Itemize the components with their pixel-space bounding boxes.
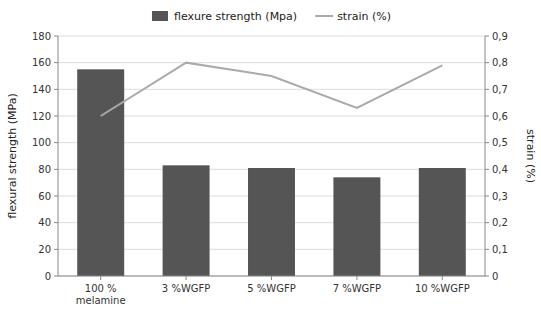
legend-swatch — [152, 11, 168, 21]
y2-axis-title: strain (%) — [524, 129, 537, 183]
y-tick-label: 120 — [32, 111, 51, 122]
x-tick-label: 7 %WGFP — [333, 283, 381, 294]
y-tick-label: 100 — [32, 137, 51, 148]
y-tick-label: 140 — [32, 84, 51, 95]
legend-label: flexure strength (Mpa) — [174, 10, 297, 23]
y-tick — [54, 62, 58, 63]
y2-tick-label: 0,9 — [492, 31, 508, 42]
grid-line — [58, 36, 485, 37]
grid-line — [58, 62, 485, 63]
y2-tick — [485, 196, 489, 197]
grid — [58, 36, 485, 276]
y2-tick-label: 0,6 — [492, 111, 508, 122]
y2-tick-label: 0,2 — [492, 217, 508, 228]
bar — [163, 165, 210, 276]
y-tick-label: 160 — [32, 57, 51, 68]
x-tick — [100, 276, 101, 280]
legend: flexure strength (Mpa) strain (%) — [152, 10, 391, 23]
y-tick — [54, 169, 58, 170]
legend-item: flexure strength (Mpa) — [152, 10, 297, 23]
x-tick-label-line: 100 % — [85, 283, 117, 294]
y-tick — [54, 222, 58, 223]
axes: 0 20 40 60 80 100 120 140 160 180 0 0,1 0,2 0,3 0,4 0,5… — [32, 31, 508, 307]
y-tick — [54, 276, 58, 277]
y2-tick — [485, 62, 489, 63]
y-axis-title: flexural strength (MPa) — [6, 93, 19, 219]
y2-tick-label: 0,7 — [492, 84, 508, 95]
y-tick — [54, 36, 58, 37]
y2-tick — [485, 116, 489, 117]
y-tick-label: 20 — [38, 244, 51, 255]
y2-axis-line — [485, 36, 486, 276]
y2-tick — [485, 169, 489, 170]
x-tick-label: 100 %melamine — [76, 283, 126, 306]
y-tick — [54, 196, 58, 197]
x-tick-label-line: 10 %WGFP — [415, 283, 470, 294]
y2-tick — [485, 142, 489, 143]
y2-tick-label: 0,5 — [492, 137, 508, 148]
y-tick — [54, 116, 58, 117]
x-tick-label: 10 %WGFP — [415, 283, 470, 294]
y2-tick — [485, 222, 489, 223]
y-tick — [54, 142, 58, 143]
line — [101, 63, 443, 116]
x-tick-label-line: 5 %WGFP — [247, 283, 295, 294]
y-tick-label: 60 — [38, 191, 51, 202]
y-tick-label: 180 — [32, 31, 51, 42]
x-tick-label-line: 3 %WGFP — [162, 283, 210, 294]
y2-tick — [485, 89, 489, 90]
x-tick — [186, 276, 187, 280]
x-tick — [271, 276, 272, 280]
x-tick — [442, 276, 443, 280]
legend-item: strain (%) — [315, 10, 391, 23]
x-tick-label: 5 %WGFP — [247, 283, 295, 294]
bar — [419, 168, 466, 276]
bar — [248, 168, 295, 276]
y-axis-line — [58, 36, 59, 276]
bar — [77, 69, 124, 276]
y2-tick-label: 0,1 — [492, 244, 508, 255]
x-tick-label-line: 7 %WGFP — [333, 283, 381, 294]
bar — [333, 177, 380, 276]
x-tick — [356, 276, 357, 280]
y-tick-label: 0 — [45, 271, 51, 282]
y2-tick — [485, 36, 489, 37]
legend-swatch — [315, 15, 333, 17]
x-tick-label: 3 %WGFP — [162, 283, 210, 294]
marks — [77, 63, 466, 276]
y-tick — [54, 89, 58, 90]
y-tick-label: 40 — [38, 217, 51, 228]
y2-tick — [485, 276, 489, 277]
y2-tick-label: 0,4 — [492, 164, 508, 175]
y-tick-label: 80 — [38, 164, 51, 175]
y2-tick-label: 0 — [492, 271, 498, 282]
legend-label: strain (%) — [337, 10, 391, 23]
y-tick — [54, 249, 58, 250]
background — [0, 0, 541, 320]
y2-tick — [485, 249, 489, 250]
x-tick-label-line: melamine — [76, 295, 126, 306]
y2-tick-label: 0,3 — [492, 191, 508, 202]
y2-tick-label: 0,8 — [492, 57, 508, 68]
chart: 0 20 40 60 80 100 120 140 160 180 0 0,1 0,2 0,3 0,4 0,5… — [0, 0, 541, 320]
